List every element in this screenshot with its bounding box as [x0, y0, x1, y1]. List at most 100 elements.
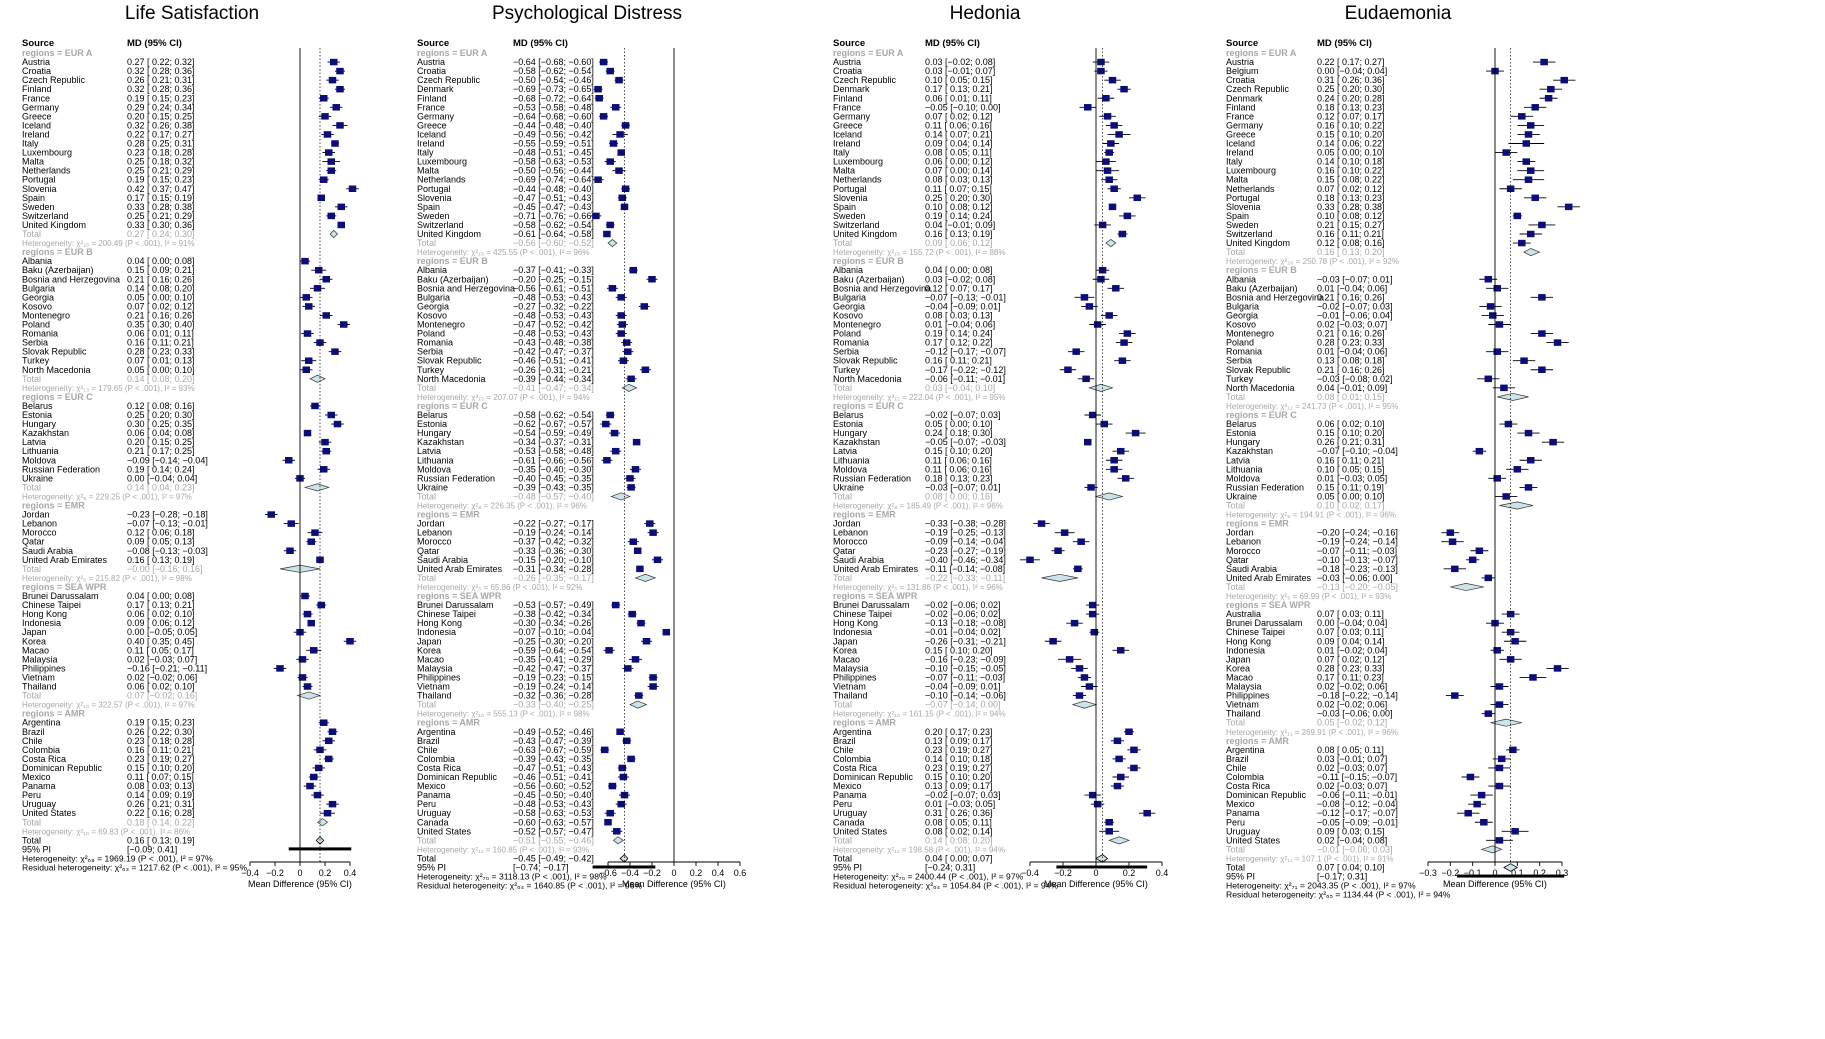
effect-box [630, 267, 638, 274]
effect-box [1081, 294, 1089, 301]
effect-box [325, 756, 333, 763]
x-tick-label: 0.2 [319, 868, 332, 878]
effect-box [609, 285, 617, 292]
group-total-ci: −0.07 [−0.14; 0.00] [925, 700, 1001, 710]
effect-box [649, 674, 657, 681]
effect-box [315, 267, 323, 274]
group-total-diamond [1089, 384, 1112, 391]
effect-box [321, 113, 329, 120]
effect-box [626, 475, 634, 482]
group-total-ci: −0.41 [−0.47; −0.34] [513, 383, 594, 393]
group-total-ci: −0.13 [−0.20; −0.05] [1317, 582, 1398, 592]
effect-box [601, 747, 609, 754]
group-total-diamond [305, 484, 329, 491]
effect-box [1527, 231, 1535, 238]
effect-box [301, 593, 309, 600]
effect-box [1130, 765, 1138, 772]
effect-box [1102, 95, 1110, 102]
effect-box [1117, 647, 1125, 654]
effect-box [1122, 475, 1130, 482]
effect-box [1109, 204, 1117, 211]
effect-box [606, 68, 614, 75]
effect-box [318, 602, 326, 609]
effect-box [1496, 683, 1504, 690]
group-total-label: Total [1226, 718, 1245, 728]
panel-title: Hedonia [950, 3, 1021, 24]
effect-box [612, 104, 620, 111]
effect-box [1525, 176, 1533, 183]
group-total-diamond [310, 375, 325, 382]
effect-box [328, 213, 336, 220]
effect-box [1089, 611, 1097, 618]
effect-box [1451, 566, 1459, 573]
x-tick-label: 0.6 [734, 868, 747, 878]
group-total-ci: −0.00 [−0.16; 0.16] [127, 564, 203, 574]
x-tick-label: −0.3 [1419, 868, 1437, 878]
footer-residual-heterogeneity: Residual heterogeneity: χ²₆₃ = 1217.62 (… [22, 863, 247, 873]
group-total-ci: 0.14 [ 0.08; 0.20] [127, 374, 195, 384]
x-tick-label: −0.4 [621, 868, 639, 878]
effect-box [1105, 828, 1113, 835]
effect-box [1478, 792, 1486, 799]
x-tick-label: −0.4 [241, 868, 259, 878]
effect-box [1525, 131, 1533, 138]
effect-box [1476, 448, 1484, 455]
effect-box [619, 195, 627, 202]
effect-box [1485, 710, 1493, 717]
effect-box [336, 86, 344, 93]
effect-box [622, 122, 630, 128]
effect-box [617, 294, 625, 301]
group-total-label: Total [22, 374, 41, 384]
effect-box [636, 566, 644, 573]
group-total-label: Total [417, 573, 436, 583]
effect-box [1531, 195, 1539, 202]
effect-box [619, 765, 627, 772]
effect-box [1565, 204, 1573, 211]
effect-header: MD (95% CI) [925, 38, 980, 49]
effect-box [1554, 665, 1562, 672]
x-axis-label: Mean Difference (95% CI) [1044, 879, 1148, 889]
effect-box [346, 638, 354, 645]
effect-box [310, 774, 318, 781]
effect-box [1110, 122, 1118, 128]
effect-box [1514, 213, 1522, 220]
x-tick-label: −0.2 [1054, 868, 1072, 878]
group-total-ci: −0.48 [−0.57; −0.40] [513, 491, 594, 501]
effect-box [1109, 77, 1117, 84]
effect-box [1119, 357, 1127, 364]
effect-box [1097, 59, 1105, 66]
effect-box [1520, 357, 1528, 364]
x-tick-label: −0.4 [1021, 868, 1039, 878]
effect-box [623, 738, 631, 745]
effect-box [304, 683, 312, 690]
group-total-ci: 0.07 [−0.02; 0.16] [127, 691, 197, 701]
effect-box [1071, 620, 1079, 627]
effect-box [1143, 810, 1151, 817]
effect-box [1509, 747, 1517, 754]
effect-box [1094, 801, 1102, 808]
effect-box [627, 484, 635, 491]
effect-box [603, 231, 611, 238]
effect-box [1467, 774, 1475, 781]
effect-box [643, 638, 651, 645]
effect-box [331, 140, 339, 147]
effect-box [1101, 421, 1109, 428]
group-total-label: Total [417, 835, 436, 845]
group-total-diamond [1497, 393, 1528, 400]
group-total-label: Total [417, 238, 436, 248]
x-tick-label: 0 [671, 868, 676, 878]
effect-box [1132, 430, 1140, 437]
effect-box [333, 104, 341, 111]
effect-box [1538, 367, 1546, 374]
group-total-diamond [614, 837, 624, 844]
effect-box [336, 122, 344, 128]
effect-box [663, 629, 671, 636]
panel-title: Eudaemonia [1345, 3, 1452, 24]
group-total-ci: −0.01 [−0.06; 0.03] [1317, 844, 1393, 854]
effect-box [311, 529, 319, 536]
effect-box [329, 77, 337, 84]
group-total-diamond [1499, 502, 1533, 509]
effect-box [1496, 701, 1504, 708]
group-total-ci: 0.14 [ 0.08; 0.20] [925, 835, 993, 845]
effect-box [334, 421, 342, 428]
